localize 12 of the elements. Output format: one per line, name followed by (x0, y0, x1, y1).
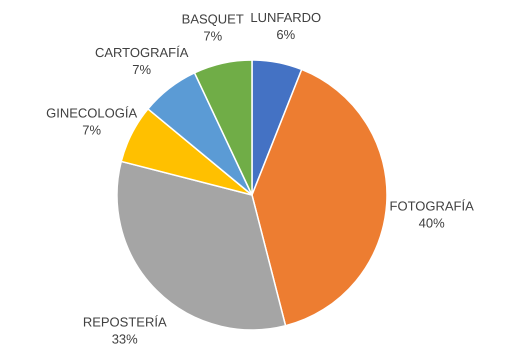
slice-label: GINECOLOGÍA (46, 105, 138, 120)
data-label: 40% (418, 215, 446, 230)
slice-label: REPOSTERÍA (82, 314, 167, 330)
data-label: 7% (82, 122, 102, 138)
slice-label: CARTOGRAFÍA (94, 44, 189, 60)
slice-label: BASQUET (182, 11, 244, 26)
slice-label: LUNFARDO (250, 10, 322, 26)
data-label: 7% (132, 62, 152, 77)
data-label: 7% (203, 28, 223, 44)
data-label: 6% (276, 27, 296, 42)
data-label: 33% (112, 331, 138, 346)
slice-label: FOTOGRAFÍA (390, 198, 474, 214)
